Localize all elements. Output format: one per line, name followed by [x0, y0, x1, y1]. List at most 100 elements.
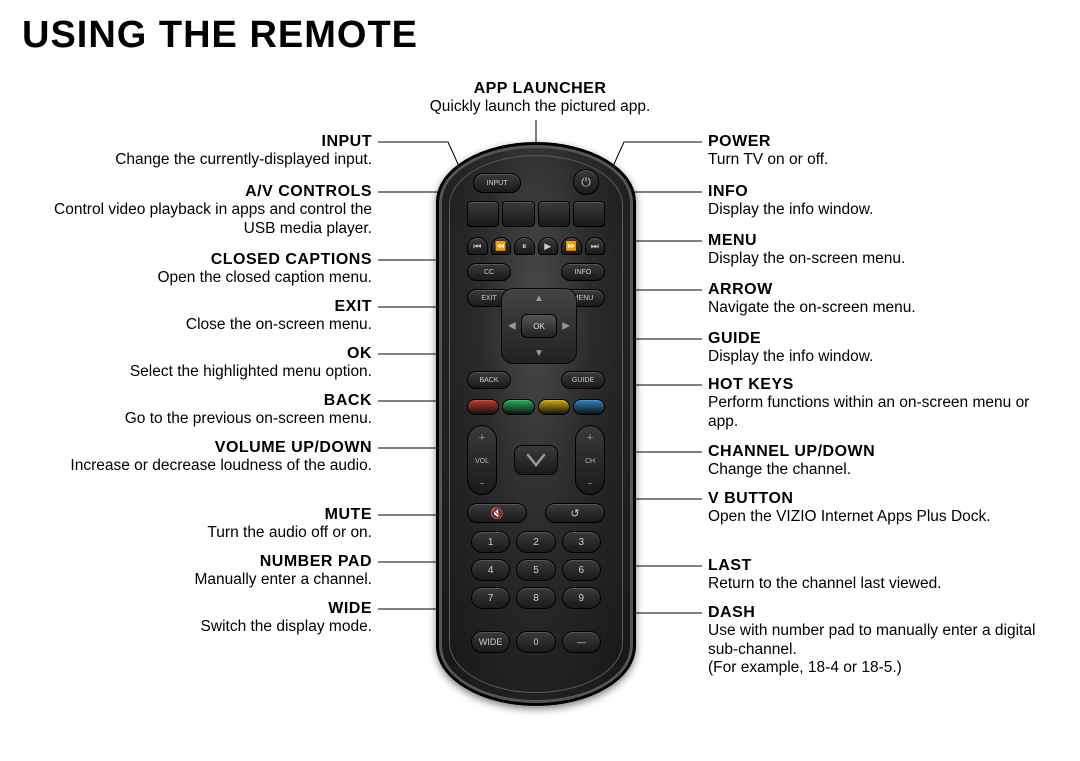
back-button[interactable]: BACK — [467, 371, 511, 389]
dpad[interactable]: ▲ ▼ ◀ ▶ OK — [501, 288, 577, 364]
remote-bezel — [449, 155, 623, 693]
callout-left-0: INPUTChange the currently-displayed inpu… — [22, 133, 372, 170]
callout-left-8: NUMBER PADManually enter a channel. — [22, 553, 372, 590]
av-button-4[interactable]: ⏩ — [561, 237, 582, 255]
arrow-left-icon[interactable]: ◀ — [508, 321, 516, 332]
callout-title: VOLUME UP/DOWN — [22, 439, 372, 457]
callout-title: NUMBER PAD — [22, 553, 372, 571]
hotkeys-row — [467, 399, 605, 415]
callout-right-7: V BUTTONOpen the VIZIO Internet Apps Plu… — [708, 490, 1058, 527]
page-title: USING THE REMOTE — [22, 14, 418, 57]
av-controls-row: ⏮⏪⏸▶⏩⏭ — [467, 237, 605, 255]
num-4-button[interactable]: 4 — [471, 559, 510, 581]
av-button-3[interactable]: ▶ — [538, 237, 559, 255]
callout-right-1: INFODisplay the info window. — [708, 183, 1058, 220]
callout-right-4: GUIDEDisplay the info window. — [708, 330, 1058, 367]
num-3-button[interactable]: 3 — [562, 531, 601, 553]
last-button[interactable]: ↺ — [545, 503, 605, 523]
ok-button[interactable]: OK — [521, 314, 557, 338]
callout-desc: Change the channel. — [708, 461, 1058, 479]
arrow-down-icon[interactable]: ▼ — [534, 348, 544, 359]
num-5-button[interactable]: 5 — [516, 559, 555, 581]
callout-desc: Open the VIZIO Internet Apps Plus Dock. — [708, 508, 1058, 526]
hotkey-3[interactable] — [573, 399, 605, 415]
hotkey-1[interactable] — [502, 399, 534, 415]
arrow-right-icon[interactable]: ▶ — [562, 321, 570, 332]
vol-down-icon: − — [480, 479, 485, 488]
num-7-button[interactable]: 7 — [471, 587, 510, 609]
num-8-button[interactable]: 8 — [516, 587, 555, 609]
callout-desc: Quickly launch the pictured app. — [380, 98, 700, 116]
volume-rocker[interactable]: ＋ VOL − — [467, 425, 497, 495]
callout-title: MENU — [708, 232, 1058, 250]
vol-label: VOL — [475, 458, 489, 465]
callout-title: DASH — [708, 604, 1058, 622]
ch-down-icon: − — [588, 479, 593, 488]
num-9-button[interactable]: 9 — [562, 587, 601, 609]
vol-up-icon: ＋ — [478, 432, 486, 443]
callout-title: POWER — [708, 133, 1058, 151]
power-button[interactable]: ⏻ — [573, 169, 599, 195]
av-button-5[interactable]: ⏭ — [585, 237, 606, 255]
v-button[interactable] — [514, 445, 558, 475]
callout-title: INPUT — [22, 133, 372, 151]
callout-title: EXIT — [22, 298, 372, 316]
callout-title: MUTE — [22, 506, 372, 524]
app-launcher-1[interactable] — [467, 201, 499, 227]
callout-left-2: CLOSED CAPTIONSOpen the closed caption m… — [22, 251, 372, 288]
callout-right-8: LASTReturn to the channel last viewed. — [708, 557, 1058, 594]
callout-desc: Open the closed caption menu. — [22, 269, 372, 287]
callout-title: WIDE — [22, 600, 372, 618]
num-6-button[interactable]: 6 — [562, 559, 601, 581]
back-guide-row: BACK GUIDE — [467, 371, 605, 389]
callout-right-2: MENUDisplay the on-screen menu. — [708, 232, 1058, 269]
callout-left-7: MUTETurn the audio off or on. — [22, 506, 372, 543]
callout-title: CLOSED CAPTIONS — [22, 251, 372, 269]
callout-left-6: VOLUME UP/DOWNIncrease or decrease loudn… — [22, 439, 372, 476]
arrow-up-icon[interactable]: ▲ — [534, 293, 544, 304]
callout-desc: Turn the audio off or on. — [22, 524, 372, 542]
callout-desc: Close the on-screen menu. — [22, 316, 372, 334]
ch-label: CH — [585, 458, 595, 465]
callout-left-9: WIDESwitch the display mode. — [22, 600, 372, 637]
callout-left-3: EXITClose the on-screen menu. — [22, 298, 372, 335]
callout-title: ARROW — [708, 281, 1058, 299]
callout-title: INFO — [708, 183, 1058, 201]
callout-desc: Perform functions within an on-screen me… — [708, 394, 1058, 431]
callout-title: OK — [22, 345, 372, 363]
channel-rocker[interactable]: ＋ CH − — [575, 425, 605, 495]
info-button[interactable]: INFO — [561, 263, 605, 281]
callout-title: GUIDE — [708, 330, 1058, 348]
num-0-button[interactable]: 0 — [516, 631, 555, 653]
av-button-2[interactable]: ⏸ — [514, 237, 535, 255]
mute-button[interactable]: 🔇 — [467, 503, 527, 523]
callout-left-4: OKSelect the highlighted menu option. — [22, 345, 372, 382]
callout-desc: Turn TV on or off. — [708, 151, 1058, 169]
callout-desc: Change the currently-displayed input. — [22, 151, 372, 169]
callout-title: BACK — [22, 392, 372, 410]
guide-button[interactable]: GUIDE — [561, 371, 605, 389]
num-2-button[interactable]: 2 — [516, 531, 555, 553]
callout-desc: Select the highlighted menu option. — [22, 363, 372, 381]
callout-right-5: HOT KEYSPerform functions within an on-s… — [708, 376, 1058, 431]
callout-desc: Use with number pad to manually enter a … — [708, 622, 1058, 677]
callout-desc: Navigate the on-screen menu. — [708, 299, 1058, 317]
num-1-button[interactable]: 1 — [471, 531, 510, 553]
hotkey-2[interactable] — [538, 399, 570, 415]
cc-button[interactable]: CC — [467, 263, 511, 281]
av-button-1[interactable]: ⏪ — [491, 237, 512, 255]
av-button-0[interactable]: ⏮ — [467, 237, 488, 255]
cc-info-row: CC INFO — [467, 263, 605, 281]
callout-right-6: CHANNEL UP/DOWNChange the channel. — [708, 443, 1058, 480]
app-launcher-4[interactable] — [573, 201, 605, 227]
remote-body: INPUT ⏻ ⏮⏪⏸▶⏩⏭ CC INFO EXIT MENU ▲ ▼ ◀ ▶… — [436, 142, 636, 706]
callout-right-0: POWERTurn TV on or off. — [708, 133, 1058, 170]
dash-button[interactable]: — — [562, 631, 601, 653]
hotkey-0[interactable] — [467, 399, 499, 415]
callout-title: LAST — [708, 557, 1058, 575]
app-launcher-3[interactable] — [538, 201, 570, 227]
wide-button[interactable]: WIDE — [471, 631, 510, 653]
app-launcher-2[interactable] — [502, 201, 534, 227]
input-button[interactable]: INPUT — [473, 173, 521, 193]
callout-title: CHANNEL UP/DOWN — [708, 443, 1058, 461]
